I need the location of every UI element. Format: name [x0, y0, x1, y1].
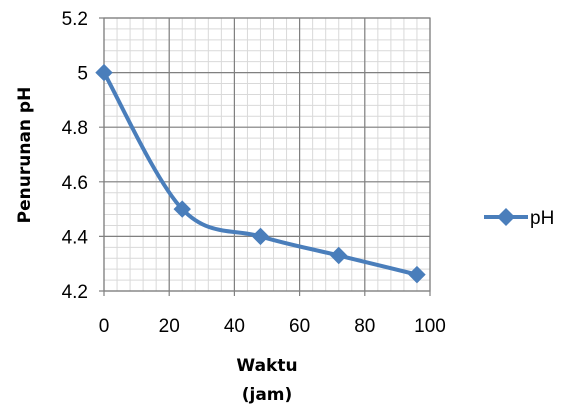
- x-axis-title-line-1: Waktu: [236, 356, 297, 376]
- data-point: [173, 200, 191, 218]
- legend-marker: [497, 208, 515, 226]
- plot-background: [104, 18, 430, 291]
- y-tick-label: 4.4: [62, 227, 89, 248]
- x-tick-label: 0: [99, 316, 110, 337]
- y-tick-label: 4.8: [62, 118, 88, 139]
- x-tick-label: 40: [224, 316, 245, 337]
- data-point: [95, 63, 113, 82]
- x-tick-label: 80: [354, 316, 375, 337]
- data-point: [408, 265, 426, 284]
- y-tick-label: 5.2: [62, 9, 88, 30]
- data-point: [330, 246, 348, 265]
- x-axis-title-line-2: (jam): [242, 385, 293, 405]
- data-point: [251, 227, 270, 246]
- x-tick-label: 20: [159, 316, 180, 337]
- x-tick-label: 60: [289, 316, 310, 337]
- x-tick-labels: 0 20 40 60 80 100: [99, 316, 446, 337]
- plot-border: [103, 17, 431, 292]
- legend-label: pH: [530, 208, 554, 229]
- y-tick-label: 4.2: [62, 282, 88, 303]
- y-tick-label: 4.6: [62, 173, 88, 194]
- y-tick-label: 5: [77, 64, 88, 85]
- y-tick-labels: 4.2 4.4 4.6 4.8 5 5.2: [62, 9, 89, 303]
- legend: pH: [484, 208, 554, 229]
- series-line-pH: [102, 70, 419, 277]
- x-tick-label: 100: [414, 316, 446, 337]
- series-layer: [95, 63, 426, 284]
- y-axis-title: Penurunan pH: [15, 87, 35, 224]
- plot-area: [95, 17, 431, 296]
